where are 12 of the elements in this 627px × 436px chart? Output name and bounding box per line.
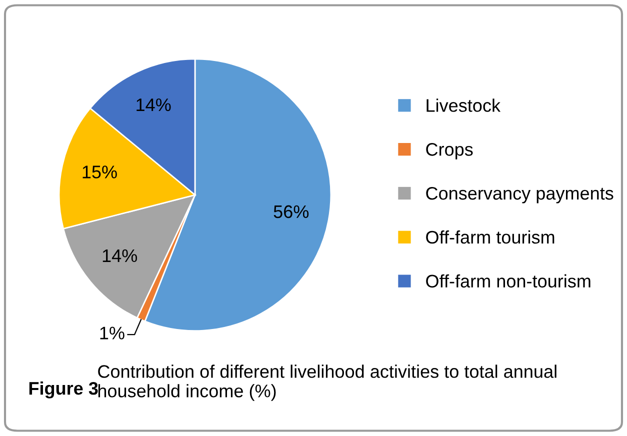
- text: Contribution of different livelihood activities to total annual household income (%): [98, 364, 556, 401]
- legend-label: Crops: [426, 143, 473, 160]
- legend-label: Conservancy payments: [426, 186, 614, 204]
- data-label: 14%: [136, 98, 171, 112]
- legend-label: Livestock: [426, 98, 501, 112]
- data-label: 56%: [274, 205, 309, 218]
- data-label: 1%: [100, 326, 124, 340]
- legend-label: Off-farm non-tourism: [426, 274, 590, 288]
- text: Figure 3: [29, 381, 98, 398]
- data-label: 14%: [102, 249, 138, 262]
- legend-label: Off-farm tourism: [426, 230, 554, 244]
- data-label: 15%: [82, 166, 117, 178]
